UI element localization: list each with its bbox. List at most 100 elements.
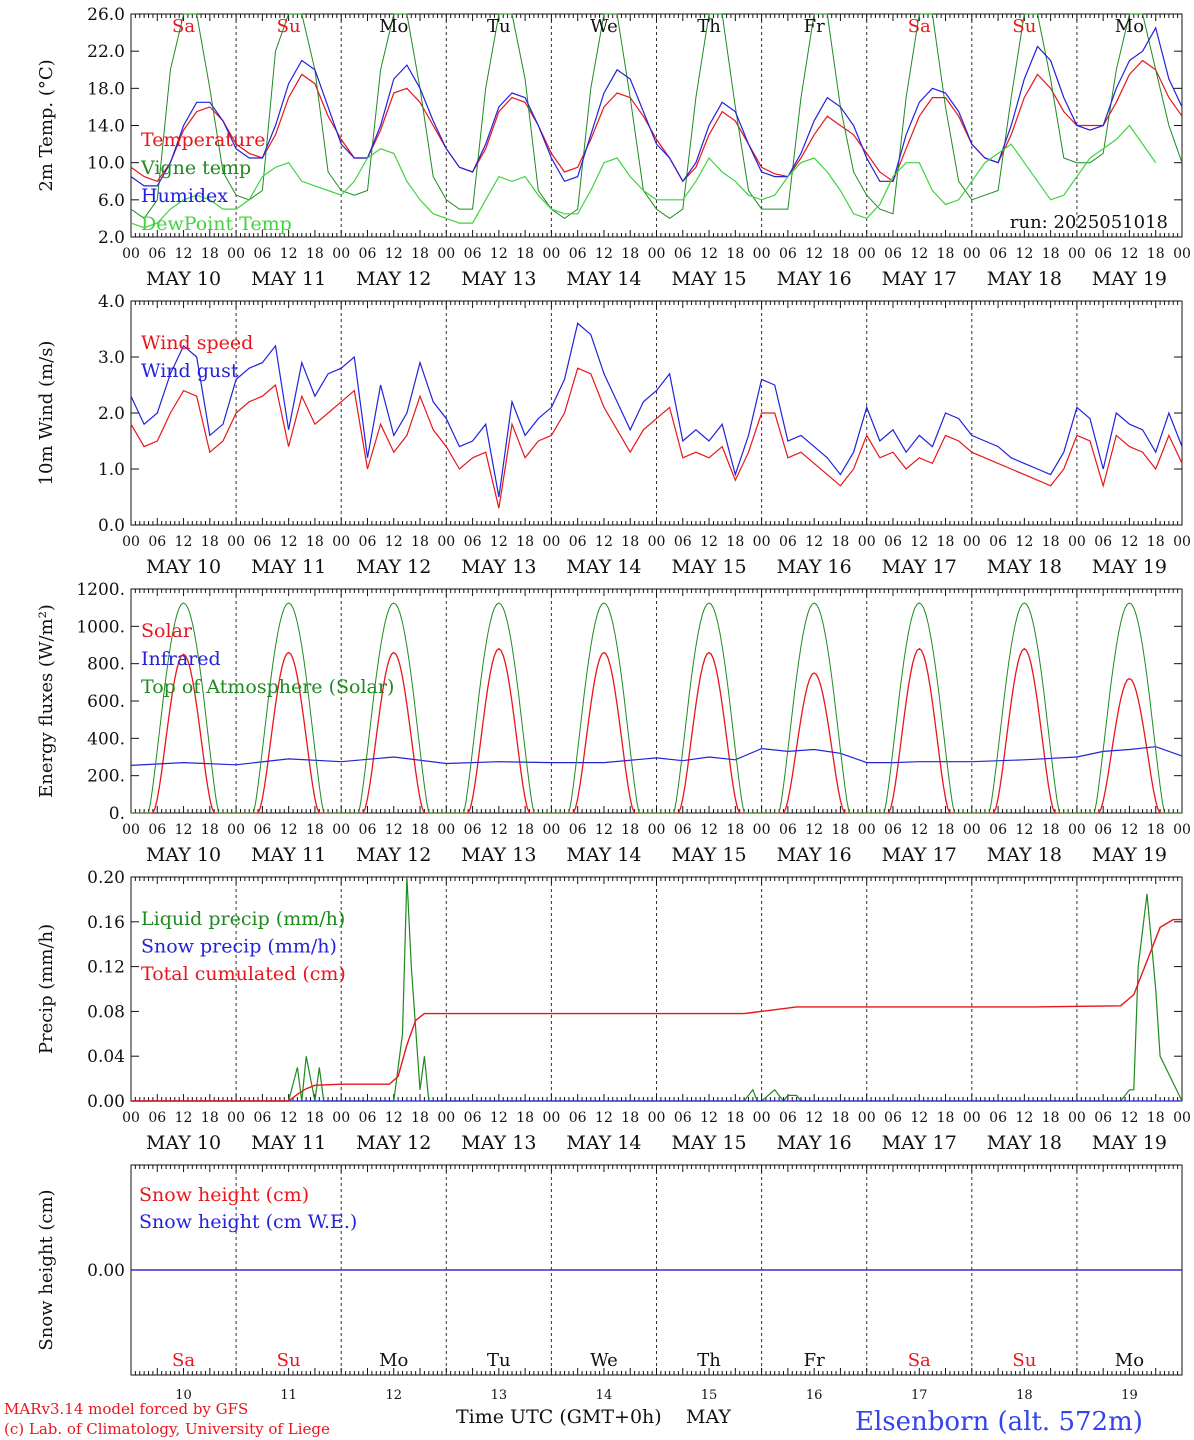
labels-layer: 2.0 6.0 10.0 14.0 18.0 22.0 26.0 2m Temp. (°C) 0…: [36, 5, 1191, 1403]
hour-tick-label: 12: [175, 1110, 193, 1126]
hour-tick-label: 12: [1015, 246, 1033, 262]
hour-tick-label: 00: [1173, 1110, 1191, 1126]
hour-tick-label: 06: [148, 246, 166, 262]
y-axis-label: Energy fluxes (W/m²): [36, 604, 57, 798]
hour-tick-label: 06: [779, 246, 797, 262]
hour-tick-label: 18: [411, 534, 429, 550]
hour-tick-label: 18: [832, 822, 850, 838]
day-date-label: MAY 15: [671, 268, 746, 290]
hour-tick-label: 06: [148, 822, 166, 838]
weekday-label: Sa: [908, 1350, 931, 1371]
weekday-label: We: [590, 16, 618, 37]
y-axis-label: 2m Temp. (°C): [36, 59, 57, 191]
day-date-label: MAY 13: [461, 1132, 536, 1154]
hour-tick-label: 18: [937, 534, 955, 550]
hour-tick-label: 12: [280, 1110, 298, 1126]
hour-tick-label: 12: [700, 246, 718, 262]
hour-tick-label: 12: [385, 534, 403, 550]
hour-tick-label: 06: [1094, 534, 1112, 550]
weekday-label: Fr: [804, 1350, 825, 1371]
hour-tick-label: 18: [937, 246, 955, 262]
legend-entry: Temperature: [141, 129, 265, 151]
hour-tick-label: 12: [1015, 822, 1033, 838]
y-tick-label: 0.16: [87, 913, 125, 933]
hour-tick-label: 00: [648, 822, 666, 838]
hour-tick-label: 12: [490, 534, 508, 550]
weekday-label: Su: [1012, 1350, 1036, 1371]
hour-tick-label: 00: [1173, 246, 1191, 262]
hour-tick-label: 18: [411, 822, 429, 838]
hour-tick-label: 12: [280, 822, 298, 838]
day-date-label: MAY 18: [987, 268, 1062, 290]
hour-tick-label: 06: [253, 534, 271, 550]
hour-tick-label: 12: [1121, 246, 1139, 262]
day-date-label: MAY 14: [566, 844, 641, 866]
hour-tick-label: 00: [332, 1110, 350, 1126]
day-date-label: MAY 16: [777, 268, 852, 290]
hour-tick-label: 06: [569, 534, 587, 550]
hour-tick-label: 00: [858, 534, 876, 550]
hour-tick-label: 18: [726, 822, 744, 838]
day-number-label: 16: [806, 1388, 823, 1403]
hour-tick-label: 06: [989, 1110, 1007, 1126]
hour-tick-label: 18: [1147, 534, 1165, 550]
y-tick-label: 4.0: [98, 292, 125, 312]
hour-tick-label: 00: [648, 246, 666, 262]
month-label: MAY: [686, 1406, 731, 1428]
hour-tick-label: 06: [359, 246, 377, 262]
day-date-label: MAY 11: [251, 1132, 326, 1154]
day-date-label: MAY 18: [987, 556, 1062, 578]
day-number-label: 10: [175, 1388, 192, 1403]
hour-tick-label: 06: [464, 534, 482, 550]
hour-tick-label: 12: [490, 822, 508, 838]
hour-tick-label: 18: [937, 1110, 955, 1126]
hour-tick-label: 06: [674, 534, 692, 550]
hour-tick-label: 06: [569, 246, 587, 262]
legend-entry: Liquid precip (mm/h): [141, 908, 345, 930]
hour-tick-label: 12: [490, 1110, 508, 1126]
hour-tick-label: 18: [621, 1110, 639, 1126]
day-number-label: 12: [385, 1388, 402, 1403]
legend-entry: Total cumulated (cm): [141, 963, 346, 985]
hour-tick-label: 06: [359, 822, 377, 838]
hour-tick-label: 12: [385, 246, 403, 262]
hour-tick-label: 18: [621, 534, 639, 550]
hour-tick-label: 00: [858, 1110, 876, 1126]
hour-tick-label: 00: [542, 246, 560, 262]
hour-tick-label: 18: [201, 1110, 219, 1126]
hour-tick-label: 12: [280, 246, 298, 262]
day-date-label: MAY 14: [566, 1132, 641, 1154]
weekday-label: Mo: [379, 1350, 408, 1371]
y-tick-label: 200.: [87, 767, 125, 787]
y-tick-label: 0.04: [87, 1047, 125, 1067]
day-number-label: 19: [1121, 1388, 1138, 1403]
hour-tick-label: 00: [542, 1110, 560, 1126]
hour-tick-label: 00: [332, 822, 350, 838]
hour-tick-label: 18: [306, 1110, 324, 1126]
hour-tick-label: 06: [569, 822, 587, 838]
hour-tick-label: 06: [674, 822, 692, 838]
hour-tick-label: 12: [805, 534, 823, 550]
hour-tick-label: 12: [1121, 534, 1139, 550]
hour-tick-label: 12: [805, 246, 823, 262]
hour-tick-label: 18: [516, 246, 534, 262]
hour-tick-label: 18: [411, 246, 429, 262]
hour-tick-label: 00: [648, 534, 666, 550]
hour-tick-label: 18: [1147, 1110, 1165, 1126]
hour-tick-label: 06: [464, 246, 482, 262]
hour-tick-label: 00: [542, 534, 560, 550]
weekday-label: Tu: [487, 1350, 511, 1371]
hour-tick-label: 18: [937, 822, 955, 838]
hour-tick-label: 00: [542, 822, 560, 838]
weekday-label: Mo: [1115, 1350, 1144, 1371]
y-tick-label: 3.0: [98, 348, 125, 368]
hour-tick-label: 12: [385, 1110, 403, 1126]
day-date-label: MAY 17: [882, 556, 957, 578]
hour-tick-label: 12: [700, 534, 718, 550]
hour-tick-label: 06: [253, 1110, 271, 1126]
day-date-label: MAY 12: [356, 556, 431, 578]
hour-tick-label: 06: [359, 1110, 377, 1126]
day-number-label: 11: [280, 1388, 297, 1403]
hour-tick-label: 00: [753, 822, 771, 838]
